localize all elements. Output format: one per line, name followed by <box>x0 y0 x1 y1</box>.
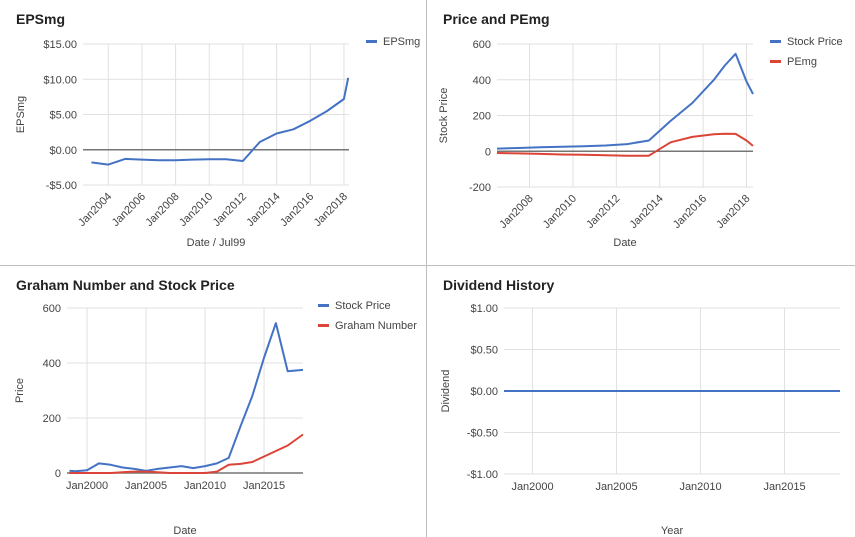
y-axis-title: Dividend <box>440 370 452 413</box>
x-tick-label: Jan2015 <box>763 481 805 493</box>
y-tick-label: 0 <box>55 468 61 480</box>
legend-swatch <box>318 304 329 307</box>
y-tick-label: 200 <box>473 111 491 123</box>
series-line-epsmg <box>91 77 350 166</box>
y-tick-label: 400 <box>43 358 61 370</box>
y-tick-label: $15.00 <box>43 39 77 51</box>
dividend-chart-panel: Dividend History -$1.00 -$0.50 $0.00 $0.50 $… <box>427 266 855 537</box>
y-tick-label: $5.00 <box>49 110 77 122</box>
y-axis-title: Stock Price <box>438 88 450 144</box>
x-tick-label: Jan2000 <box>66 480 108 492</box>
x-tick-label: Jan2012 <box>584 193 622 231</box>
eps-chart-panel: EPSmg -$5.00 $0.00 $5.00 $10.00 $15.00 Jan200… <box>0 0 426 265</box>
series-line-pemg <box>496 132 754 157</box>
legend-label: PEmg <box>787 56 817 68</box>
eps-chart-svg: -$5.00$0.00$5.00$10.00$15.00Jan2004Jan20… <box>15 36 420 249</box>
x-tick-label: Jan2018 <box>312 191 350 229</box>
y-tick-label: -$5.00 <box>46 180 77 192</box>
series-line-stock-price <box>69 322 304 473</box>
y-tick-label: 200 <box>43 413 61 425</box>
x-tick-label: Jan2010 <box>541 193 579 231</box>
y-axis-title: Price <box>14 378 26 403</box>
y-tick-label: $0.00 <box>49 145 77 157</box>
x-tick-label: Jan2012 <box>211 191 249 229</box>
chart-title: Price and PEmg <box>443 11 550 27</box>
chart-title: EPSmg <box>16 11 66 27</box>
price-pe-chart-panel: Price and PEmg -200 0 200 400 600 Jan2008 Jan2… <box>427 0 855 265</box>
y-tick-label: -200 <box>469 182 491 194</box>
x-tick-label: Jan2008 <box>497 193 535 231</box>
y-tick-label: 0 <box>485 146 491 158</box>
y-tick-label: -$1.00 <box>467 469 498 481</box>
x-tick-label: Jan2014 <box>627 193 665 231</box>
y-tick-label: 600 <box>473 39 491 51</box>
y-tick-label: $1.00 <box>470 303 498 315</box>
x-axis-title: Date <box>173 525 196 537</box>
x-tick-label: Jan2015 <box>243 480 285 492</box>
x-tick-label: Jan2014 <box>244 191 282 229</box>
x-tick-label: Jan2016 <box>671 193 709 231</box>
x-tick-label: Jan2016 <box>278 191 316 229</box>
y-tick-label: 400 <box>473 75 491 87</box>
x-axis-title: Date / Jul99 <box>187 237 246 249</box>
x-tick-label: Jan2005 <box>125 480 167 492</box>
y-tick-label: $10.00 <box>43 74 77 86</box>
legend-label: Stock Price <box>787 36 843 48</box>
legend-swatch <box>770 40 781 43</box>
x-tick-label: Jan2005 <box>595 481 637 493</box>
legend-label: EPSmg <box>383 36 420 48</box>
graham-chart-svg: 0 200 400 600 Jan2000 Jan2005 Jan2010 Jan2015 St… <box>14 300 417 537</box>
y-axis-title: EPSmg <box>15 96 27 133</box>
series-line-stock-price <box>496 52 754 150</box>
x-tick-label: Jan2018 <box>714 193 752 231</box>
legend-label: Graham Number <box>335 320 417 332</box>
x-tick-label: Jan2008 <box>143 191 181 229</box>
series-line-graham-number <box>69 433 304 474</box>
legend-label: Stock Price <box>335 300 391 312</box>
panel-divider-horizontal <box>0 265 855 266</box>
x-tick-label: Jan2006 <box>110 191 148 229</box>
graham-chart-panel: Graham Number and Stock Price 0 200 400 600… <box>0 266 426 537</box>
chart-title: Dividend History <box>443 277 555 293</box>
y-tick-label: $0.00 <box>470 386 498 398</box>
panel-divider-vertical <box>426 0 427 537</box>
x-tick-label: Jan2004 <box>76 191 114 229</box>
x-tick-label: Jan2010 <box>177 191 215 229</box>
y-tick-label: $0.50 <box>470 345 498 357</box>
y-tick-label: 600 <box>43 303 61 315</box>
legend-swatch <box>318 324 329 327</box>
x-tick-label: Jan2010 <box>184 480 226 492</box>
x-axis-title: Year <box>661 525 684 537</box>
legend-swatch <box>770 60 781 63</box>
x-tick-label: Jan2010 <box>679 481 721 493</box>
chart-title: Graham Number and Stock Price <box>16 277 235 293</box>
legend-swatch <box>366 40 377 43</box>
x-tick-label: Jan2000 <box>511 481 553 493</box>
dividend-chart-svg: -$1.00 -$0.50 $0.00 $0.50 $1.00 Jan2000 Jan200… <box>440 303 840 537</box>
x-axis-title: Date <box>613 237 636 249</box>
y-tick-label: -$0.50 <box>467 428 498 440</box>
